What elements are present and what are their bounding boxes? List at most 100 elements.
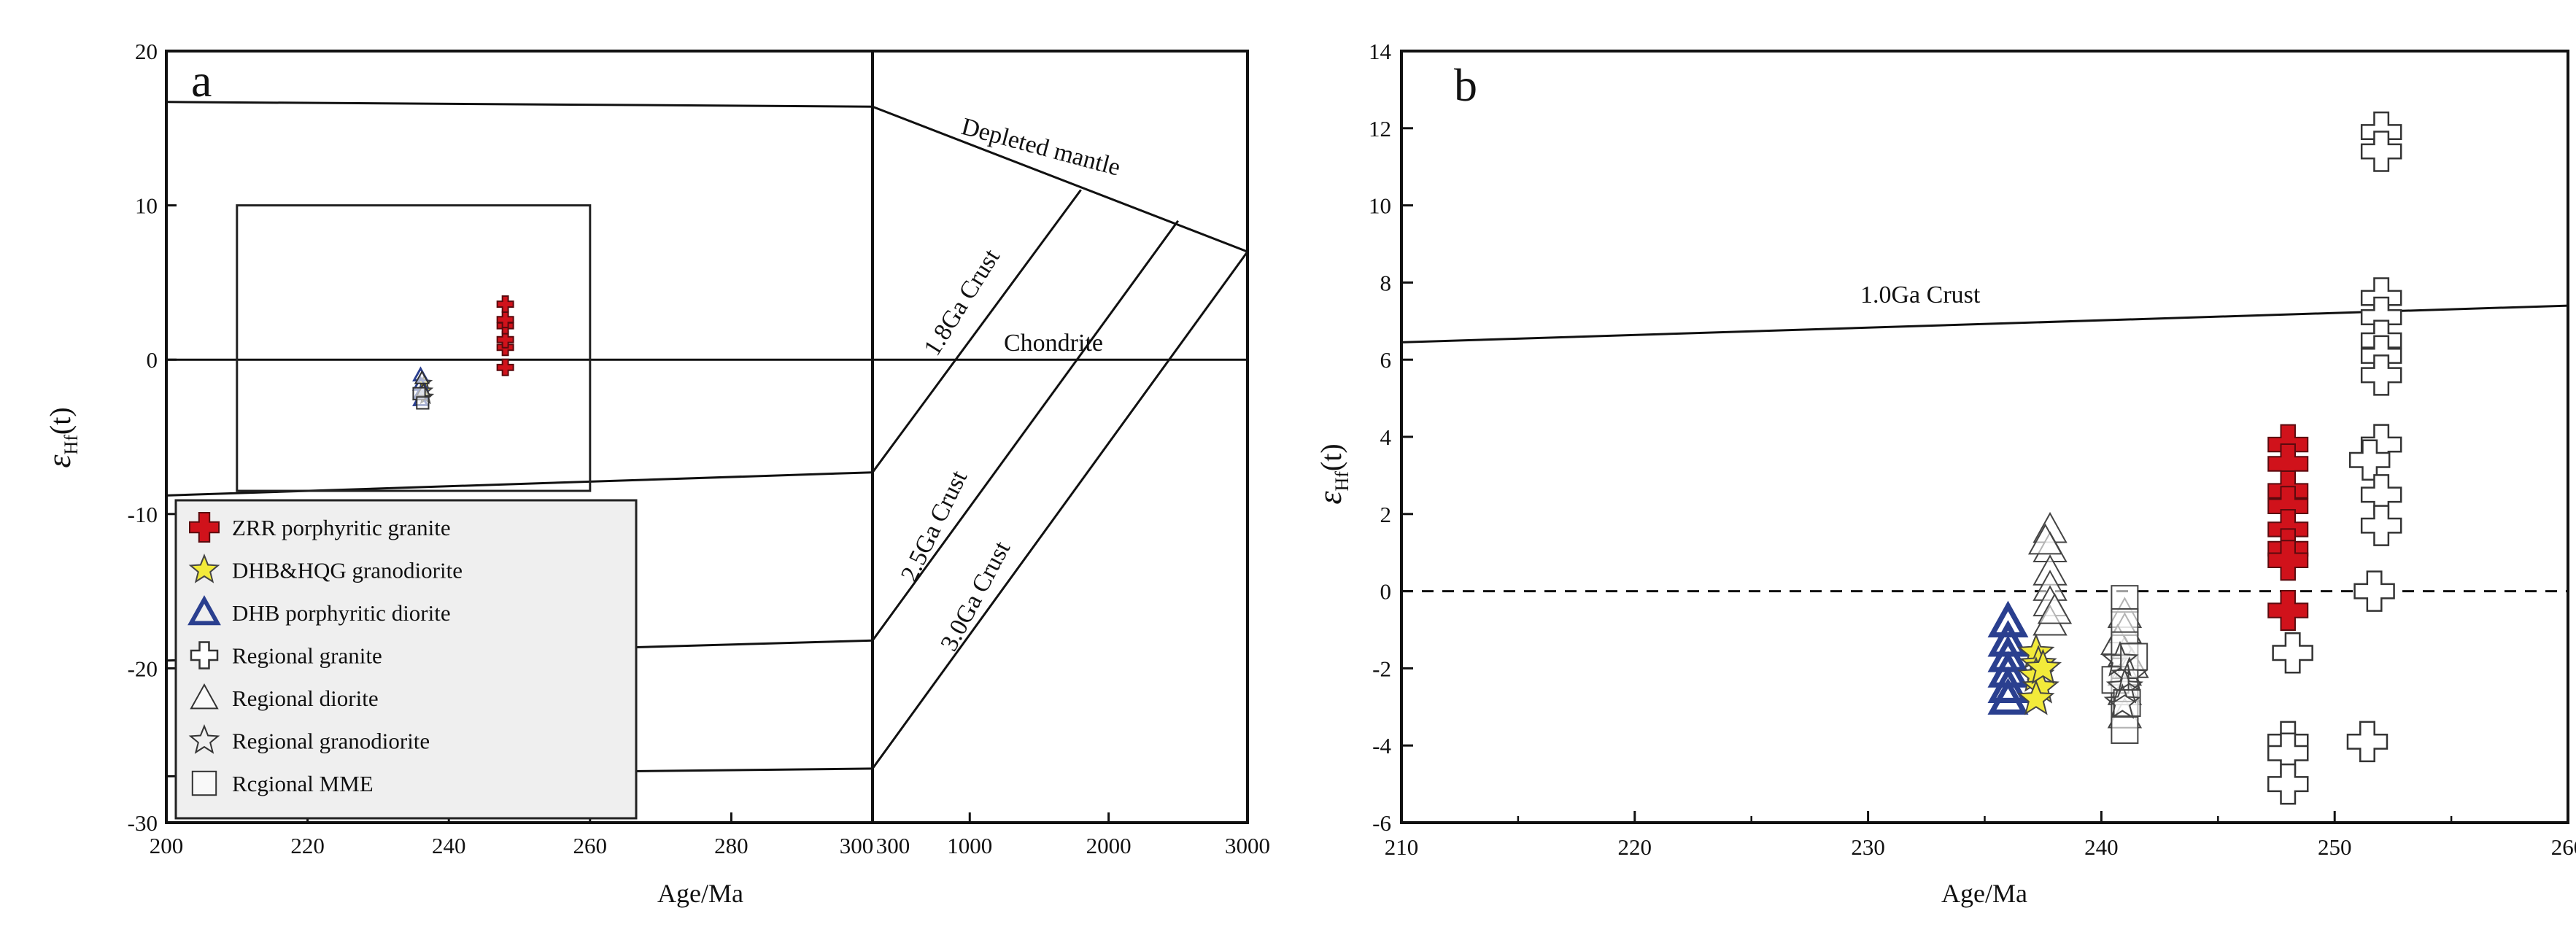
y-tick-label: 8 — [1380, 270, 1392, 295]
point-regional-granite — [2353, 570, 2395, 612]
y-tick-label: -2 — [1372, 656, 1391, 681]
x-tick-label: 300 — [876, 833, 910, 858]
point-regional-mme — [2113, 689, 2141, 718]
y-tick-label: 6 — [1380, 347, 1392, 373]
point-regional-diorite — [2037, 592, 2073, 624]
legend-item: Regional granodiorite — [188, 723, 430, 754]
x-tick-label: 250 — [2318, 834, 2352, 860]
point-zrr-porphyritic-granite — [496, 311, 514, 329]
point-regional-granodiorite — [2105, 667, 2143, 704]
point-zrr-porphyritic-granite — [2267, 590, 2309, 632]
x-tick-label: 3000 — [1225, 833, 1270, 858]
x-tick-label: 210 — [1385, 834, 1419, 860]
y-tick-label: 2 — [1380, 502, 1392, 527]
point-regional-diorite — [2027, 523, 2063, 555]
y-label-suffix: (t) — [44, 407, 77, 435]
legend-box — [174, 499, 638, 820]
y-tick-label: -10 — [128, 502, 158, 527]
y-tick-label: 4 — [1380, 424, 1392, 450]
legend-label: DHB&HQG granodiorite — [232, 558, 463, 583]
legend-label: DHB porphyritic diorite — [232, 600, 451, 626]
y-tick-label: -6 — [1372, 810, 1391, 836]
point-dhb-porphyritic-diorite — [1987, 678, 2029, 715]
point-regional-mme — [2111, 716, 2139, 745]
point-zrr-porphyritic-granite — [496, 330, 514, 349]
svg-text:εHf(t): εHf(t) — [1311, 443, 1353, 504]
point-regional-granite — [2360, 354, 2402, 396]
x-tick-label: 300 — [840, 833, 874, 858]
panel-b-points — [1987, 111, 2402, 805]
y-tick-label: 10 — [135, 193, 158, 219]
panel-a-frame — [165, 50, 1249, 824]
point-dhb-hqg-granodiorite — [2024, 648, 2062, 685]
point-regional-granite — [2267, 763, 2309, 805]
y-tick-label: 12 — [1369, 116, 1391, 141]
point-dhb-porphyritic-diorite — [1987, 666, 2029, 703]
point-regional-granite — [2360, 505, 2402, 546]
legend-marker-rcgional-mme — [191, 770, 217, 796]
legend-item: DHB&HQG granodiorite — [188, 553, 463, 583]
x-tick-label: 260 — [573, 833, 608, 858]
legend-label: ZRR porphyritic granite — [232, 515, 451, 540]
point-regional-granodiorite — [2103, 683, 2141, 719]
svg-text:εHf(t): εHf(t) — [40, 407, 82, 467]
x-tick-label: 220 — [290, 833, 325, 858]
x-tick-label: 2000 — [1086, 833, 1132, 858]
y-tick-label: -30 — [128, 810, 158, 836]
reference-line-1-8ga-crust — [871, 189, 1082, 473]
x-tick-label: 200 — [150, 833, 184, 858]
x-tick-label: 240 — [2084, 834, 2119, 860]
panel-a-points — [412, 295, 514, 410]
point-regional-granite — [2360, 131, 2402, 172]
point-zrr-porphyritic-granite — [496, 358, 514, 376]
reference-line-3-0ga-crust — [871, 251, 1248, 769]
point-regional-mme — [2111, 585, 2139, 613]
y-label-epsilon: ε — [40, 454, 77, 468]
point-regional-mme — [416, 396, 430, 410]
legend-marker-zrr-porphyritic-granite — [189, 512, 220, 543]
y-tick-label: 20 — [135, 39, 158, 64]
point-zrr-porphyritic-granite — [2267, 540, 2309, 581]
point-regional-granite — [2272, 632, 2313, 674]
point-zrr-porphyritic-granite — [496, 295, 514, 314]
panel-a-y-axis-label: εHf(t) — [40, 407, 82, 467]
panel-b: 210 220 230 240 250 260 14 12 10 8 6 4 2 0 -2 -4 -6 b 1.… — [1311, 39, 2576, 908]
reference-line-2-5ga-crust — [871, 220, 1180, 642]
legend-label: Rcgional MME — [232, 771, 374, 796]
y-tick-label: -20 — [128, 656, 158, 681]
legend-item: DHB porphyritic diorite — [187, 595, 451, 626]
point-regional-mme — [2111, 608, 2139, 636]
legend-item: Regional granite — [190, 641, 382, 669]
x-tick-label: 280 — [714, 833, 749, 858]
legend: ZRR porphyritic granite DHB&HQG granodior… — [174, 499, 638, 820]
y-tick-label: 14 — [1369, 39, 1392, 64]
x-tick-label: 260 — [2551, 834, 2576, 860]
y-label-subscript: Hf — [61, 435, 82, 455]
x-tick-label: 220 — [1618, 834, 1652, 860]
point-dhb-hqg-granodiorite — [2017, 679, 2055, 715]
panel-b-x-axis-label: Age/Ma — [1941, 879, 2027, 908]
legend-label: Regional granite — [232, 643, 382, 669]
panel-b-y-axis-label: εHf(t) — [1311, 443, 1353, 504]
y-label-subscript: Hf — [1331, 471, 1353, 492]
legend-item: Regional diorite — [190, 683, 379, 711]
legend-marker-regional-granite — [190, 641, 219, 669]
zoom-box — [236, 204, 592, 492]
legend-marker-dhb-hqg-granodiorite — [188, 553, 220, 583]
legend-label: Regional diorite — [232, 686, 379, 711]
line-label-1-0ga-crust: 1.0Ga Crust — [1860, 282, 1981, 308]
y-tick-label: 0 — [1380, 579, 1392, 605]
y-label-epsilon: ε — [1311, 491, 1348, 505]
point-dhb-porphyritic-diorite — [1987, 600, 2029, 638]
legend-item: Rcgional MME — [191, 770, 374, 796]
panel-b-ticks: 210 220 230 240 250 260 14 12 10 8 6 4 2 0 -2 -4 -6 — [1369, 39, 2576, 860]
panel-b-letter: b — [1454, 59, 1477, 111]
panel-a-letter: a — [191, 55, 212, 106]
y-tick-label: 0 — [147, 347, 158, 373]
panel-a-x-axis-label: Age/Ma — [657, 879, 743, 908]
legend-item: ZRR porphyritic granite — [189, 512, 451, 543]
y-label-suffix: (t) — [1315, 443, 1347, 471]
point-regional-granodiorite — [2111, 656, 2148, 692]
x-tick-label: 230 — [1851, 834, 1885, 860]
